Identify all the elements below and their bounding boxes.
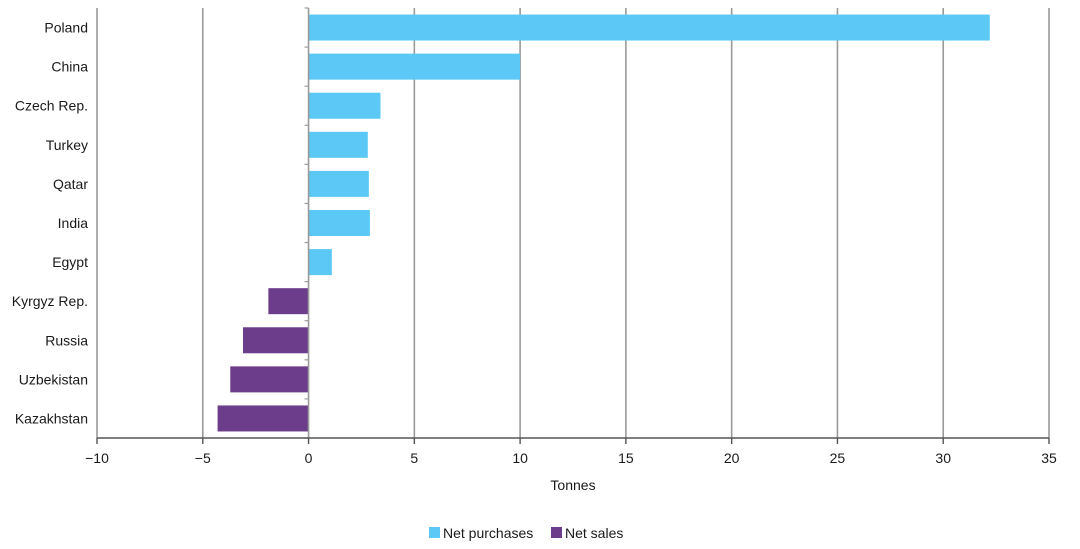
category-label-qatar: Qatar [53,176,88,192]
bar-india [308,210,370,236]
x-tick-label: −5 [195,450,211,466]
category-label-kazakhstan: Kazakhstan [15,410,88,426]
legend-label-net-purchases: Net purchases [443,525,533,541]
category-label-turkey: Turkey [46,137,88,153]
bar-egypt [308,249,332,276]
x-tick-label: 20 [724,450,740,466]
legend-label-net-sales: Net sales [565,525,623,541]
category-labels: Poland China Czech Rep. Turkey Qatar India Egy… [12,20,89,427]
category-label-czech-rep: Czech Rep. [15,98,88,114]
category-label-poland: Poland [44,20,88,36]
axes [96,7,1050,444]
legend-swatch-net-sales [551,527,562,538]
bar-poland [308,14,990,41]
x-tick-label: 25 [830,450,846,466]
category-label-russia: Russia [45,332,88,348]
category-label-india: India [58,215,89,231]
x-tick-label: 15 [618,450,634,466]
category-label-egypt: Egypt [52,254,88,270]
legend-swatch-net-purchases [429,527,440,538]
x-axis-title: Tonnes [550,477,595,493]
x-tick-label: 35 [1041,450,1057,466]
bar-turkey [308,131,368,158]
category-label-kyrgyz-rep: Kyrgyz Rep. [12,293,88,309]
bar-china [308,53,521,80]
legend: Net purchases Net sales [429,525,623,541]
x-tick-label: 0 [305,450,313,466]
bar-russia [242,327,309,354]
x-tick-label: 10 [512,450,528,466]
bar-qatar [308,170,369,197]
x-tick-label: 5 [410,450,418,466]
bar-czech-rep [308,92,381,119]
category-label-china: China [51,59,88,75]
bar-kyrgyz-rep [268,288,309,315]
gridlines [96,8,1050,438]
tick-labels: −10 −5 0 5 10 15 20 25 30 35 [85,450,1057,466]
x-tick-label: −10 [85,450,109,466]
bars [217,14,990,432]
x-tick-label: 30 [935,450,951,466]
bar-uzbekistan [230,366,309,393]
bar-kazakhstan [217,405,309,432]
category-label-uzbekistan: Uzbekistan [19,371,88,387]
